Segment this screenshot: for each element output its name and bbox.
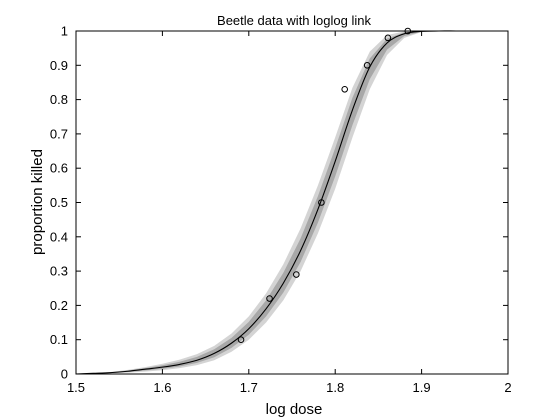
observed-point — [384, 34, 392, 42]
observed-point — [293, 271, 300, 278]
x-axis-label: log dose — [266, 401, 323, 418]
y-tick-label: 0.2 — [50, 298, 68, 313]
y-axis-label: proportion killed — [29, 149, 46, 255]
x-tick-label: 1.7 — [240, 380, 258, 395]
x-tick-label: 2 — [504, 380, 511, 395]
observed-point — [341, 86, 349, 93]
y-tick-label: 0.3 — [50, 264, 68, 279]
y-tick-label: 0.7 — [50, 126, 68, 141]
axes: 1.5 1.6 1.7 1.8 1.9 2 0 0.1 0.2 0.3 0.4 0.5 0.6 0.7 0.… — [50, 24, 512, 396]
x-tick-label: 1.6 — [153, 380, 171, 395]
y-tick-label: 1 — [61, 24, 68, 39]
x-tick-label: 1.8 — [326, 380, 344, 395]
y-tick-label: 0.5 — [50, 195, 68, 210]
y-tick-label: 0.1 — [50, 332, 68, 347]
y-tick-label: 0.9 — [50, 58, 68, 73]
y-tick-label: 0.8 — [50, 92, 68, 107]
observed-point — [237, 336, 245, 344]
observed-point — [363, 62, 371, 69]
observed-point — [266, 295, 273, 302]
x-tick-label: 1.9 — [413, 380, 431, 395]
y-tick-label: 0.6 — [50, 161, 68, 176]
observed-point — [318, 199, 325, 206]
x-tick-label: 1.5 — [67, 380, 85, 395]
y-tick-label: 0 — [61, 367, 68, 382]
y-tick-label: 0.4 — [50, 229, 68, 244]
chart-title: Beetle data with loglog link — [217, 13, 371, 28]
